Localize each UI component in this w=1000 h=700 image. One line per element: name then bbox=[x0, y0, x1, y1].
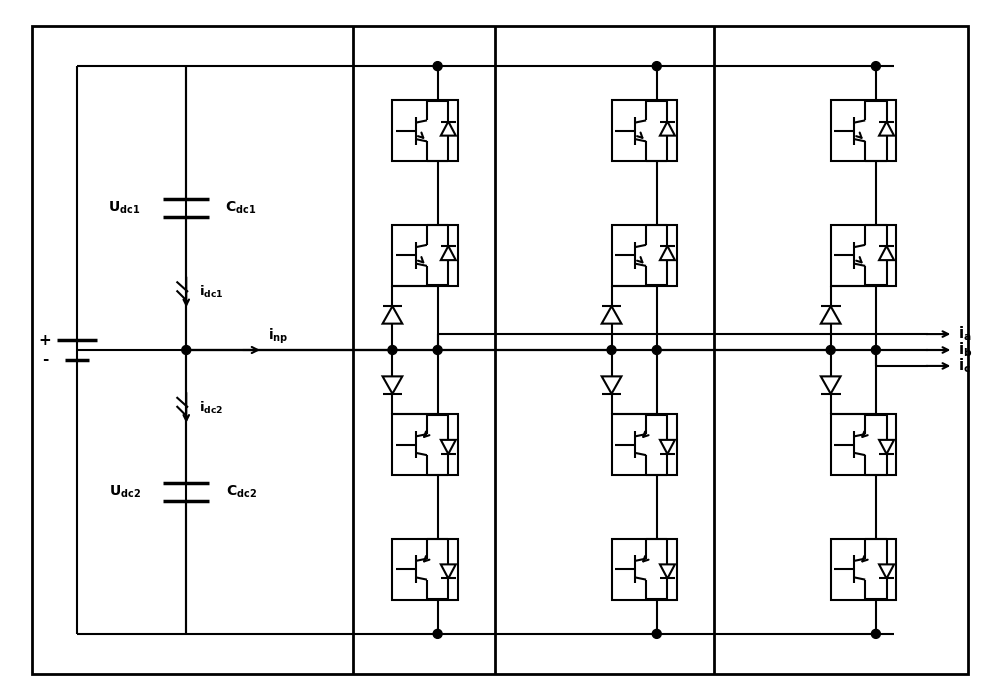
Circle shape bbox=[871, 346, 880, 354]
Bar bbox=[612, 539, 677, 599]
Circle shape bbox=[652, 629, 661, 638]
Circle shape bbox=[826, 346, 835, 354]
Circle shape bbox=[433, 62, 442, 71]
Circle shape bbox=[652, 62, 661, 71]
Circle shape bbox=[871, 62, 880, 71]
Bar bbox=[612, 101, 677, 161]
Text: $\mathbf{i_b}$: $\mathbf{i_b}$ bbox=[958, 341, 973, 359]
Bar bbox=[831, 539, 896, 599]
Text: $\mathbf{C_{dc2}}$: $\mathbf{C_{dc2}}$ bbox=[226, 484, 256, 500]
Bar bbox=[392, 101, 458, 161]
Text: $\mathbf{U_{dc1}}$: $\mathbf{U_{dc1}}$ bbox=[108, 200, 141, 216]
Text: $\mathbf{i_a}$: $\mathbf{i_a}$ bbox=[958, 325, 972, 344]
Circle shape bbox=[433, 629, 442, 638]
Bar bbox=[392, 225, 458, 286]
Circle shape bbox=[871, 629, 880, 638]
Bar bbox=[392, 414, 458, 475]
Text: $\mathbf{C_{dc1}}$: $\mathbf{C_{dc1}}$ bbox=[225, 200, 257, 216]
Bar bbox=[612, 225, 677, 286]
Circle shape bbox=[652, 346, 661, 354]
Bar bbox=[831, 101, 896, 161]
Text: $\mathbf{i_{np}}$: $\mathbf{i_{np}}$ bbox=[268, 326, 288, 346]
Text: $\mathbf{i_{dc1}}$: $\mathbf{i_{dc1}}$ bbox=[199, 284, 224, 300]
Circle shape bbox=[182, 346, 191, 354]
Text: $\mathbf{i_c}$: $\mathbf{i_c}$ bbox=[958, 356, 971, 375]
Circle shape bbox=[388, 346, 397, 354]
Bar bbox=[831, 225, 896, 286]
Text: $\mathbf{U_{dc2}}$: $\mathbf{U_{dc2}}$ bbox=[109, 484, 140, 500]
Bar bbox=[612, 414, 677, 475]
Text: -: - bbox=[42, 353, 48, 368]
Text: $\mathbf{i_{dc2}}$: $\mathbf{i_{dc2}}$ bbox=[199, 400, 224, 416]
Bar bbox=[392, 539, 458, 599]
Bar bbox=[831, 414, 896, 475]
Circle shape bbox=[433, 346, 442, 354]
Text: +: + bbox=[38, 332, 51, 347]
Circle shape bbox=[607, 346, 616, 354]
